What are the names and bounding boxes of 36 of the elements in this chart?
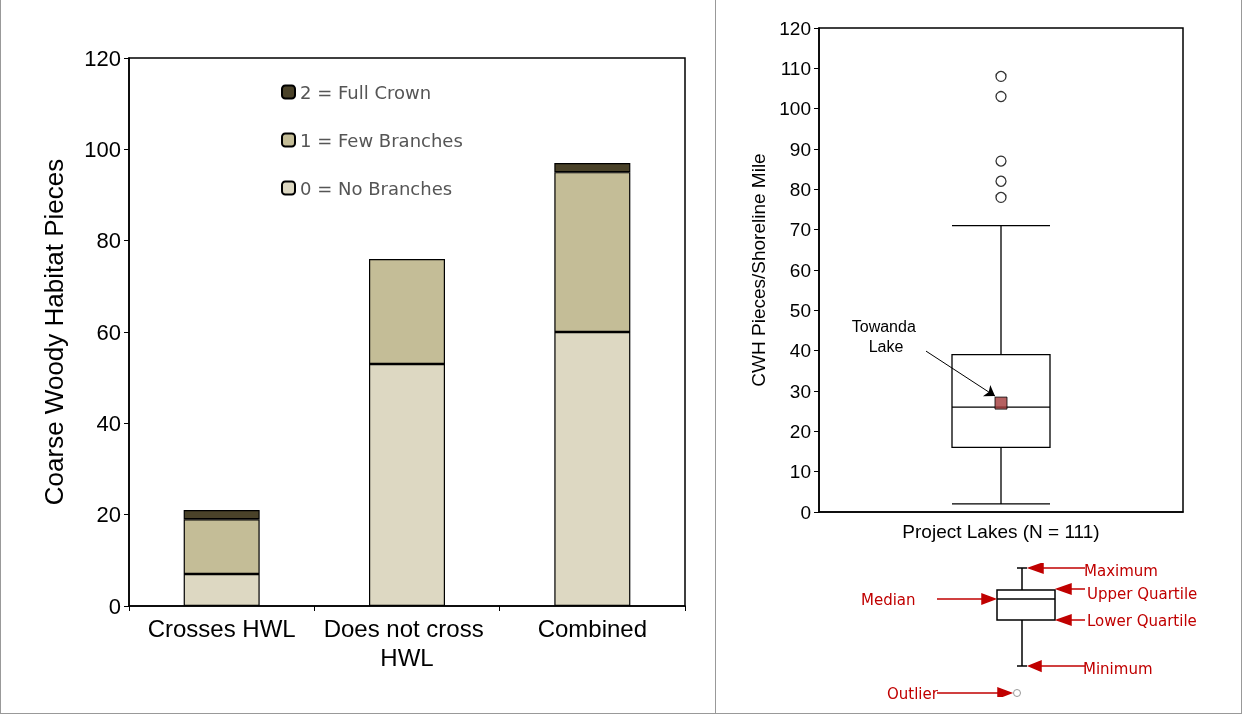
x-tick-label: Combined xyxy=(537,614,648,642)
y-tick-label: 0 xyxy=(800,501,811,523)
y-tick-label: 100 xyxy=(779,98,811,120)
y-tick-label: 30 xyxy=(789,380,811,402)
y-tick-label: 90 xyxy=(789,138,811,160)
x-tick-label: Crosses HWL xyxy=(147,614,296,642)
y-tick-label: 120 xyxy=(779,17,811,39)
y-tick-label: 40 xyxy=(96,410,121,436)
y-tick-label: 40 xyxy=(789,340,811,362)
x-tick-label: Project Lakes (N = 111) xyxy=(902,520,1100,542)
y-tick-label: 110 xyxy=(780,57,811,79)
legend-label: 1 = Few Branches xyxy=(300,129,463,151)
legend-label: 2 = Full Crown xyxy=(300,81,432,103)
legend-label: 0 = No Branches xyxy=(300,177,453,199)
x-tick-label: Does not cross HWL xyxy=(323,614,491,671)
y-tick-label: 20 xyxy=(789,420,811,442)
y-tick-label: 80 xyxy=(96,228,121,254)
y-tick-label: 60 xyxy=(789,259,811,281)
y-tick-label: 0 xyxy=(108,593,121,619)
y-tick-label: 50 xyxy=(789,299,811,321)
text: Minimum xyxy=(1083,660,1153,678)
y-tick-label: 10 xyxy=(789,461,811,483)
y-tick-label: 80 xyxy=(789,178,811,200)
y-axis-title: Coarse Woody Habitat Pieces xyxy=(39,158,69,506)
y-tick-label: 70 xyxy=(789,219,811,241)
y-tick-label: 20 xyxy=(96,502,121,528)
y-tick-label: 60 xyxy=(96,319,121,345)
text: Lower Quartile xyxy=(1087,612,1197,630)
text: Outlier xyxy=(887,685,938,703)
text: Maximum xyxy=(1084,562,1158,580)
text: Upper Quartile xyxy=(1087,585,1198,603)
y-tick-label: 120 xyxy=(84,45,121,71)
y-tick-label: 100 xyxy=(84,136,121,162)
y-axis-title: CWH Pieces/Shoreline Mile xyxy=(748,153,770,387)
text: Median xyxy=(861,591,916,609)
text: Towanda Lake xyxy=(851,317,921,355)
